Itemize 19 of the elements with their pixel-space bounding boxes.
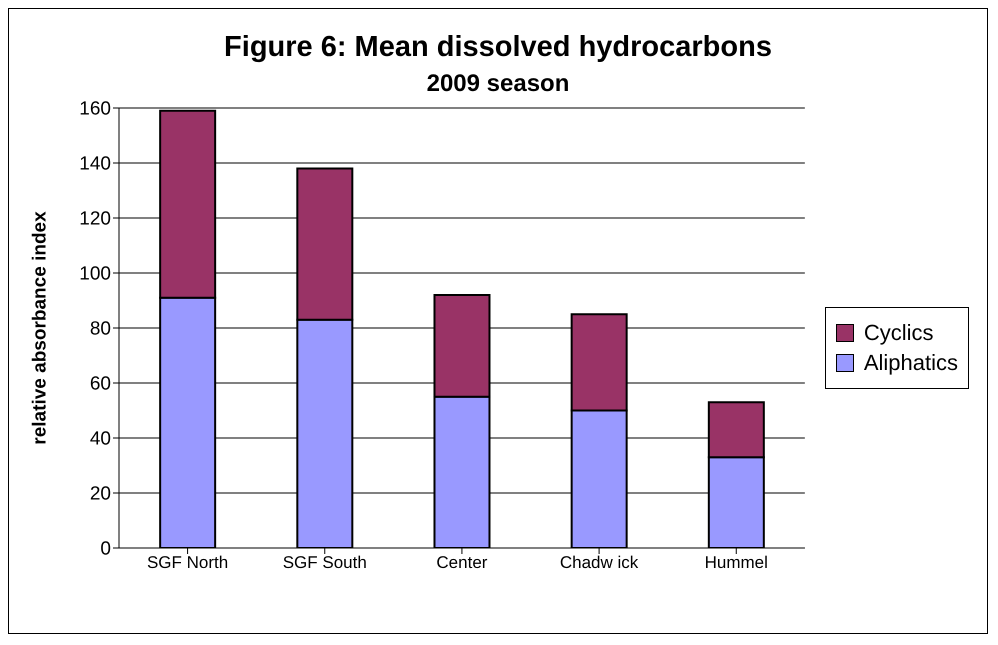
legend-label: Cyclics xyxy=(864,320,934,346)
y-axis-title: relative absorbance index xyxy=(30,210,51,445)
chart-title: Figure 6: Mean dissolved hydrocarbons xyxy=(223,31,773,64)
y-tick-label: 120 xyxy=(79,208,111,230)
legend-label: Aliphatics xyxy=(864,350,958,376)
y-tick-label: 160 xyxy=(79,98,111,120)
x-tick-label: SGF South xyxy=(282,553,367,572)
y-tick-label: 20 xyxy=(90,484,111,505)
y-tick-label: 60 xyxy=(90,374,111,395)
x-tick-label: Chadw ick xyxy=(560,553,639,572)
y-tick-label: 100 xyxy=(79,264,111,285)
x-tick-label: Hummel xyxy=(704,553,768,572)
chart-subtitle: 2009 season xyxy=(426,70,570,98)
y-tick-label: 80 xyxy=(90,318,111,340)
x-tick-label: Center xyxy=(436,553,488,572)
y-tick-label: 0 xyxy=(100,538,111,560)
x-tick-label: SGF North xyxy=(146,553,228,572)
y-tick-label: 40 xyxy=(90,428,111,450)
y-tick-label: 140 xyxy=(79,154,111,175)
